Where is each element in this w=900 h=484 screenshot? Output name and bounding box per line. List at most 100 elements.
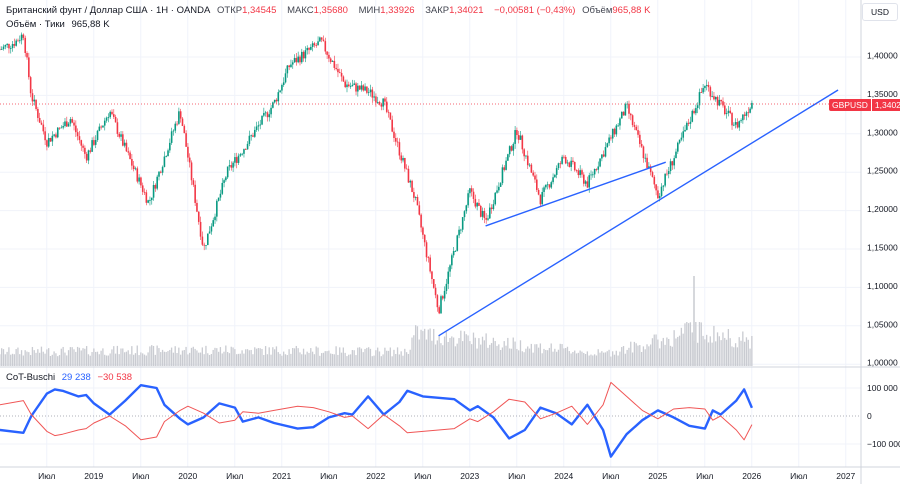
time-tick-label: 2027 (836, 471, 855, 481)
candle-body (346, 84, 348, 88)
volume-bar (532, 352, 534, 366)
volume-bar (579, 350, 581, 366)
volume-bar (187, 354, 189, 366)
volume-bar (642, 346, 645, 366)
volume-bar (326, 351, 328, 366)
candle-body (221, 182, 224, 194)
volume-bar (250, 349, 252, 366)
volume-bar (87, 354, 90, 366)
volume-bar (396, 347, 399, 366)
candle-body (13, 43, 16, 46)
candle-body (94, 140, 97, 145)
volume-bar (172, 352, 175, 366)
volume-bar (67, 350, 70, 366)
candle-body (617, 125, 619, 127)
volume-bar (565, 347, 567, 366)
volume-bar (684, 323, 686, 366)
volume-bar (315, 346, 317, 366)
volume-bar (581, 351, 583, 366)
volume-bar (427, 329, 429, 366)
time-axis[interactable]: Июл 2019 Июл 2020 Июл 2021 Июл 2022 Июл 2023 Июл 20… (38, 471, 855, 481)
volume-bar (277, 352, 279, 366)
volume-bar (357, 347, 359, 366)
volume-bar (170, 347, 173, 366)
volume-bar (617, 355, 619, 366)
volume-bar (691, 332, 693, 366)
price-tick-label: 1,20000 (867, 204, 898, 214)
volume-bar (751, 335, 753, 366)
volume-bar (322, 352, 325, 366)
volume-bar (31, 346, 34, 366)
candle-body (487, 218, 489, 220)
candle-body (745, 112, 748, 116)
candle-body (150, 197, 153, 201)
candle-body (31, 93, 34, 102)
candle-body (53, 134, 55, 136)
candle-body (98, 126, 101, 131)
volume-bar (373, 355, 375, 366)
volume-legend: Объём · Тики 965,88 K (6, 19, 114, 30)
candle-body (261, 115, 263, 125)
candle-body (103, 120, 106, 126)
candle-body (536, 179, 538, 190)
currency-button[interactable]: USD (862, 3, 898, 21)
candle-body (716, 96, 719, 106)
volume-bar (60, 348, 62, 366)
candle-body (541, 191, 544, 205)
volume-bar (344, 352, 346, 366)
volume-bar (169, 349, 171, 366)
candle-body (216, 200, 218, 217)
volume-bar (154, 354, 156, 366)
volume-bar (476, 348, 478, 366)
indicator-name[interactable]: CoT-Buschi (6, 372, 56, 383)
trendlines[interactable] (438, 89, 839, 337)
volume-bar (292, 347, 294, 366)
candle-body (608, 137, 610, 144)
candle-body (78, 136, 81, 141)
price-axis[interactable]: 1,40000 1,35000 1,30000 1,25000 1,20000 1,150… (867, 51, 898, 368)
volume-bar (24, 350, 26, 366)
candle-body (575, 170, 578, 171)
candle-body (214, 216, 216, 221)
candle-body (640, 143, 643, 147)
volume-study-label[interactable]: Объём · Тики (6, 19, 65, 30)
candle-body (183, 126, 186, 134)
candle-body (42, 124, 45, 132)
volume-label: Объём (582, 5, 613, 16)
volume-bar (261, 348, 263, 366)
volume-bar (313, 354, 316, 366)
candle-body (58, 127, 61, 129)
candle-body (234, 157, 236, 163)
candle-body (666, 173, 668, 175)
candle-body (404, 157, 406, 169)
volume-bar (731, 346, 733, 366)
indicator-axis[interactable]: 100 000 0 −100 000 (867, 383, 900, 449)
time-tick-label: 2019 (84, 471, 103, 481)
candle-body (389, 112, 392, 120)
volume-bar (525, 348, 527, 366)
volume-bar (718, 336, 720, 366)
candle-body (635, 126, 638, 131)
volume-bar (601, 351, 603, 366)
candle-body (91, 140, 93, 152)
volume-bar (669, 345, 672, 366)
candle-body (595, 169, 598, 170)
candle-body (259, 124, 262, 126)
candle-body (740, 120, 742, 122)
candle-body (190, 162, 193, 181)
candle-body (678, 139, 681, 143)
candle-body (413, 192, 415, 198)
candle-body (355, 83, 357, 92)
candle-body (134, 168, 137, 170)
candle-body (546, 184, 549, 186)
candle-body (331, 60, 334, 62)
volume-bar (474, 337, 476, 366)
candle-body (742, 114, 744, 121)
candle-body (402, 157, 404, 161)
volume-bar (496, 345, 498, 366)
symbol-title[interactable]: Британский фунт / Доллар США · 1H · OAND… (6, 5, 211, 16)
volume-bar (353, 350, 355, 366)
volume-bar (167, 351, 169, 366)
candle-body (255, 126, 258, 130)
